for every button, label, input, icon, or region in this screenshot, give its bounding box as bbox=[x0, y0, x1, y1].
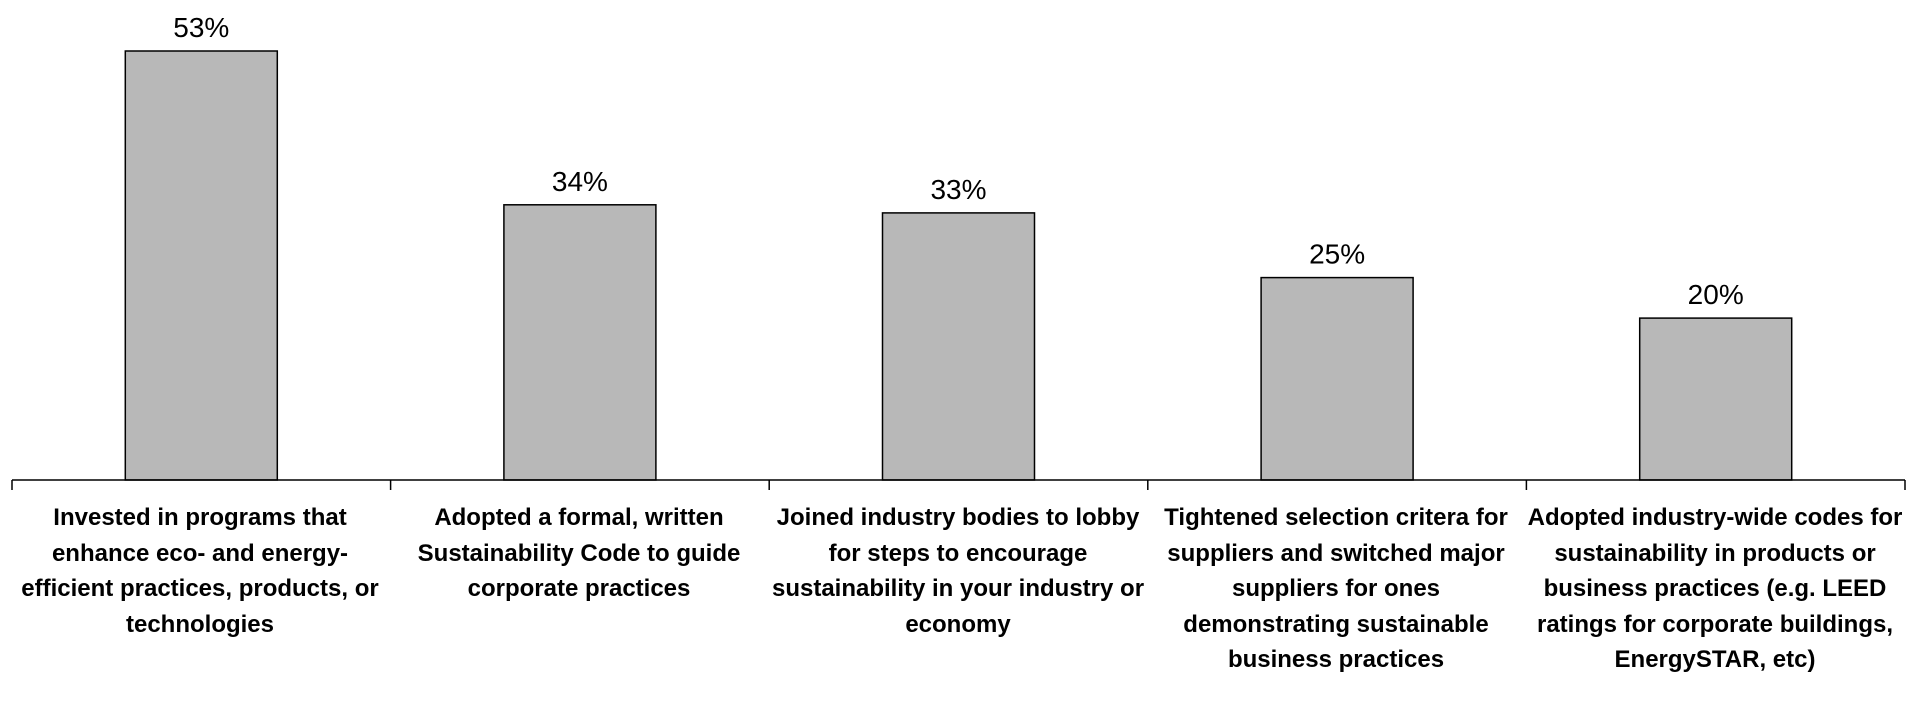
bar-2 bbox=[503, 204, 657, 481]
value-label-5: 20% bbox=[1688, 279, 1744, 310]
value-label-4: 25% bbox=[1309, 239, 1365, 270]
value-label-1: 53% bbox=[173, 12, 229, 43]
value-label-3: 33% bbox=[930, 174, 986, 205]
value-labels-layer: 53% 34% 33% 25% 20% bbox=[173, 12, 1743, 310]
category-label-5: Adopted industry-wide codes for sustaina… bbox=[1527, 504, 1903, 673]
x-axis-ticks bbox=[11, 480, 1906, 490]
bar-1 bbox=[124, 50, 279, 481]
bar-4 bbox=[1260, 276, 1414, 481]
category-label-4: Tightened selection critera for supplier… bbox=[1164, 504, 1508, 673]
category-label-3: Joined industry bodies to lobby for step… bbox=[771, 504, 1145, 638]
bar-3 bbox=[881, 212, 1036, 481]
category-label-2: Adopted a formal, written Sustainability… bbox=[417, 504, 741, 602]
value-label-2: 34% bbox=[552, 166, 608, 197]
bars-layer bbox=[124, 50, 1793, 481]
bar-5 bbox=[1638, 317, 1793, 481]
category-label-1: Invested in programs that enhance eco- a… bbox=[21, 504, 379, 638]
